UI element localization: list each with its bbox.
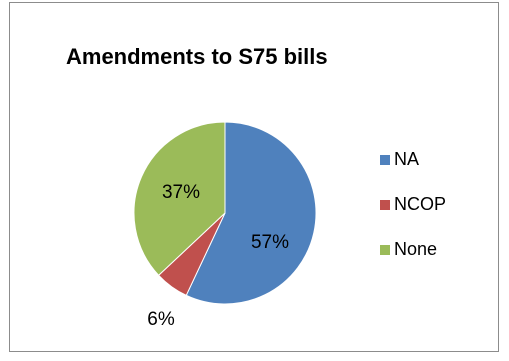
legend-item-na: NA	[380, 148, 446, 171]
legend-item-none: None	[380, 238, 446, 261]
legend-swatch-none	[380, 244, 390, 255]
legend-label-none: None	[394, 239, 438, 259]
legend-label-ncop: NCOP	[394, 194, 447, 214]
data-label-na: 57%	[251, 232, 289, 253]
chart-title: Amendments to S75 bills	[66, 44, 328, 69]
legend-swatch-ncop	[380, 199, 390, 210]
pie-slice-none	[133, 121, 226, 277]
legend-label-na: NA	[394, 149, 420, 169]
pie-slice-na	[185, 121, 317, 305]
legend-item-ncop: NCOP	[380, 193, 446, 216]
legend-swatch-na	[380, 154, 390, 165]
chart-legend: NA NCOP None	[380, 148, 446, 283]
data-label-none: 37%	[162, 182, 200, 203]
data-label-ncop: 6%	[147, 309, 175, 330]
